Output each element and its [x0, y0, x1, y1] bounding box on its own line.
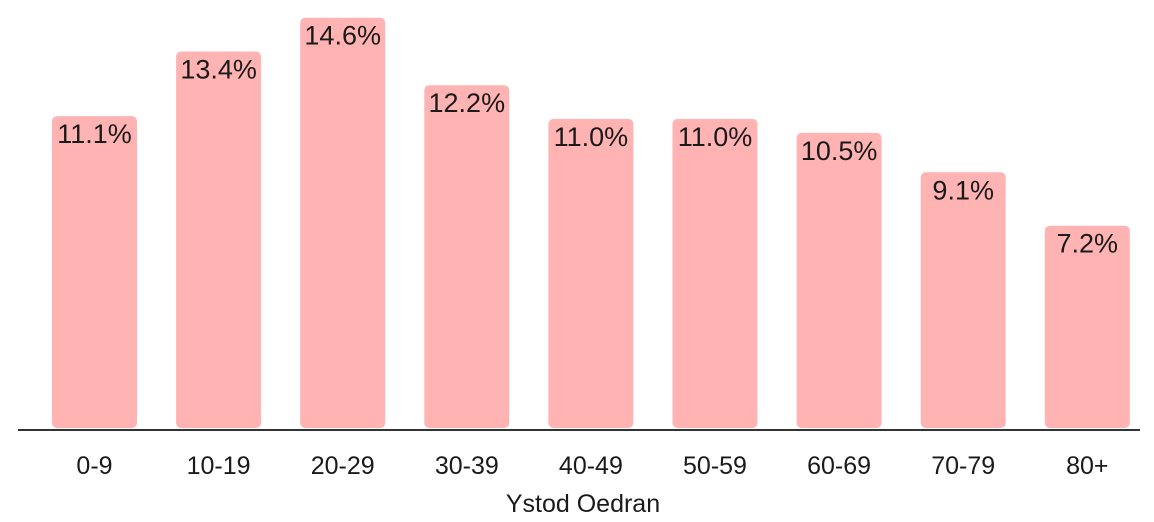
x-tick-label: 60-69 [807, 452, 871, 480]
x-tick-label: 0-9 [76, 452, 112, 480]
bars-group: 11.1% 13.4% 14.6% 12.2% 11.0% 11.0% 10.5% 9.1% 7… [52, 17, 1130, 429]
bar-40-49 [548, 118, 634, 429]
x-tick-labels: 0-9 10-19 20-29 30-39 40-49 50-59 60-69 70-79 80… [76, 452, 1108, 480]
x-tick-label: 70-79 [931, 452, 995, 480]
bar-0-9 [52, 116, 137, 428]
x-tick-label: 30-39 [435, 452, 499, 480]
bar-30-39 [424, 85, 510, 428]
bar-value-label: 7.2% [1057, 229, 1119, 259]
bar-50-59 [672, 118, 758, 429]
bar-value-label: 13.4% [180, 55, 257, 85]
x-tick-label: 10-19 [187, 452, 251, 480]
x-tick-label: 40-49 [559, 452, 623, 480]
bar-value-label: 14.6% [304, 21, 381, 51]
bar-value-label: 11.1% [57, 119, 132, 149]
bar-10-19 [176, 51, 262, 428]
x-axis-title: Ystod Oedran [506, 490, 660, 518]
bar-value-label: 12.2% [429, 88, 506, 118]
x-tick-label: 20-29 [311, 452, 375, 480]
bar-value-label: 11.0% [678, 122, 753, 152]
bar-60-69 [796, 132, 882, 428]
bar-value-label: 9.1% [932, 175, 994, 205]
x-tick-label: 50-59 [683, 452, 747, 480]
bar-value-label: 11.0% [554, 122, 629, 152]
bar-value-label: 10.5% [801, 136, 878, 166]
bar-70-79 [920, 172, 1006, 428]
bar-20-29 [300, 17, 386, 428]
x-tick-label: 80+ [1066, 452, 1108, 480]
bar-80+ [1044, 225, 1130, 428]
